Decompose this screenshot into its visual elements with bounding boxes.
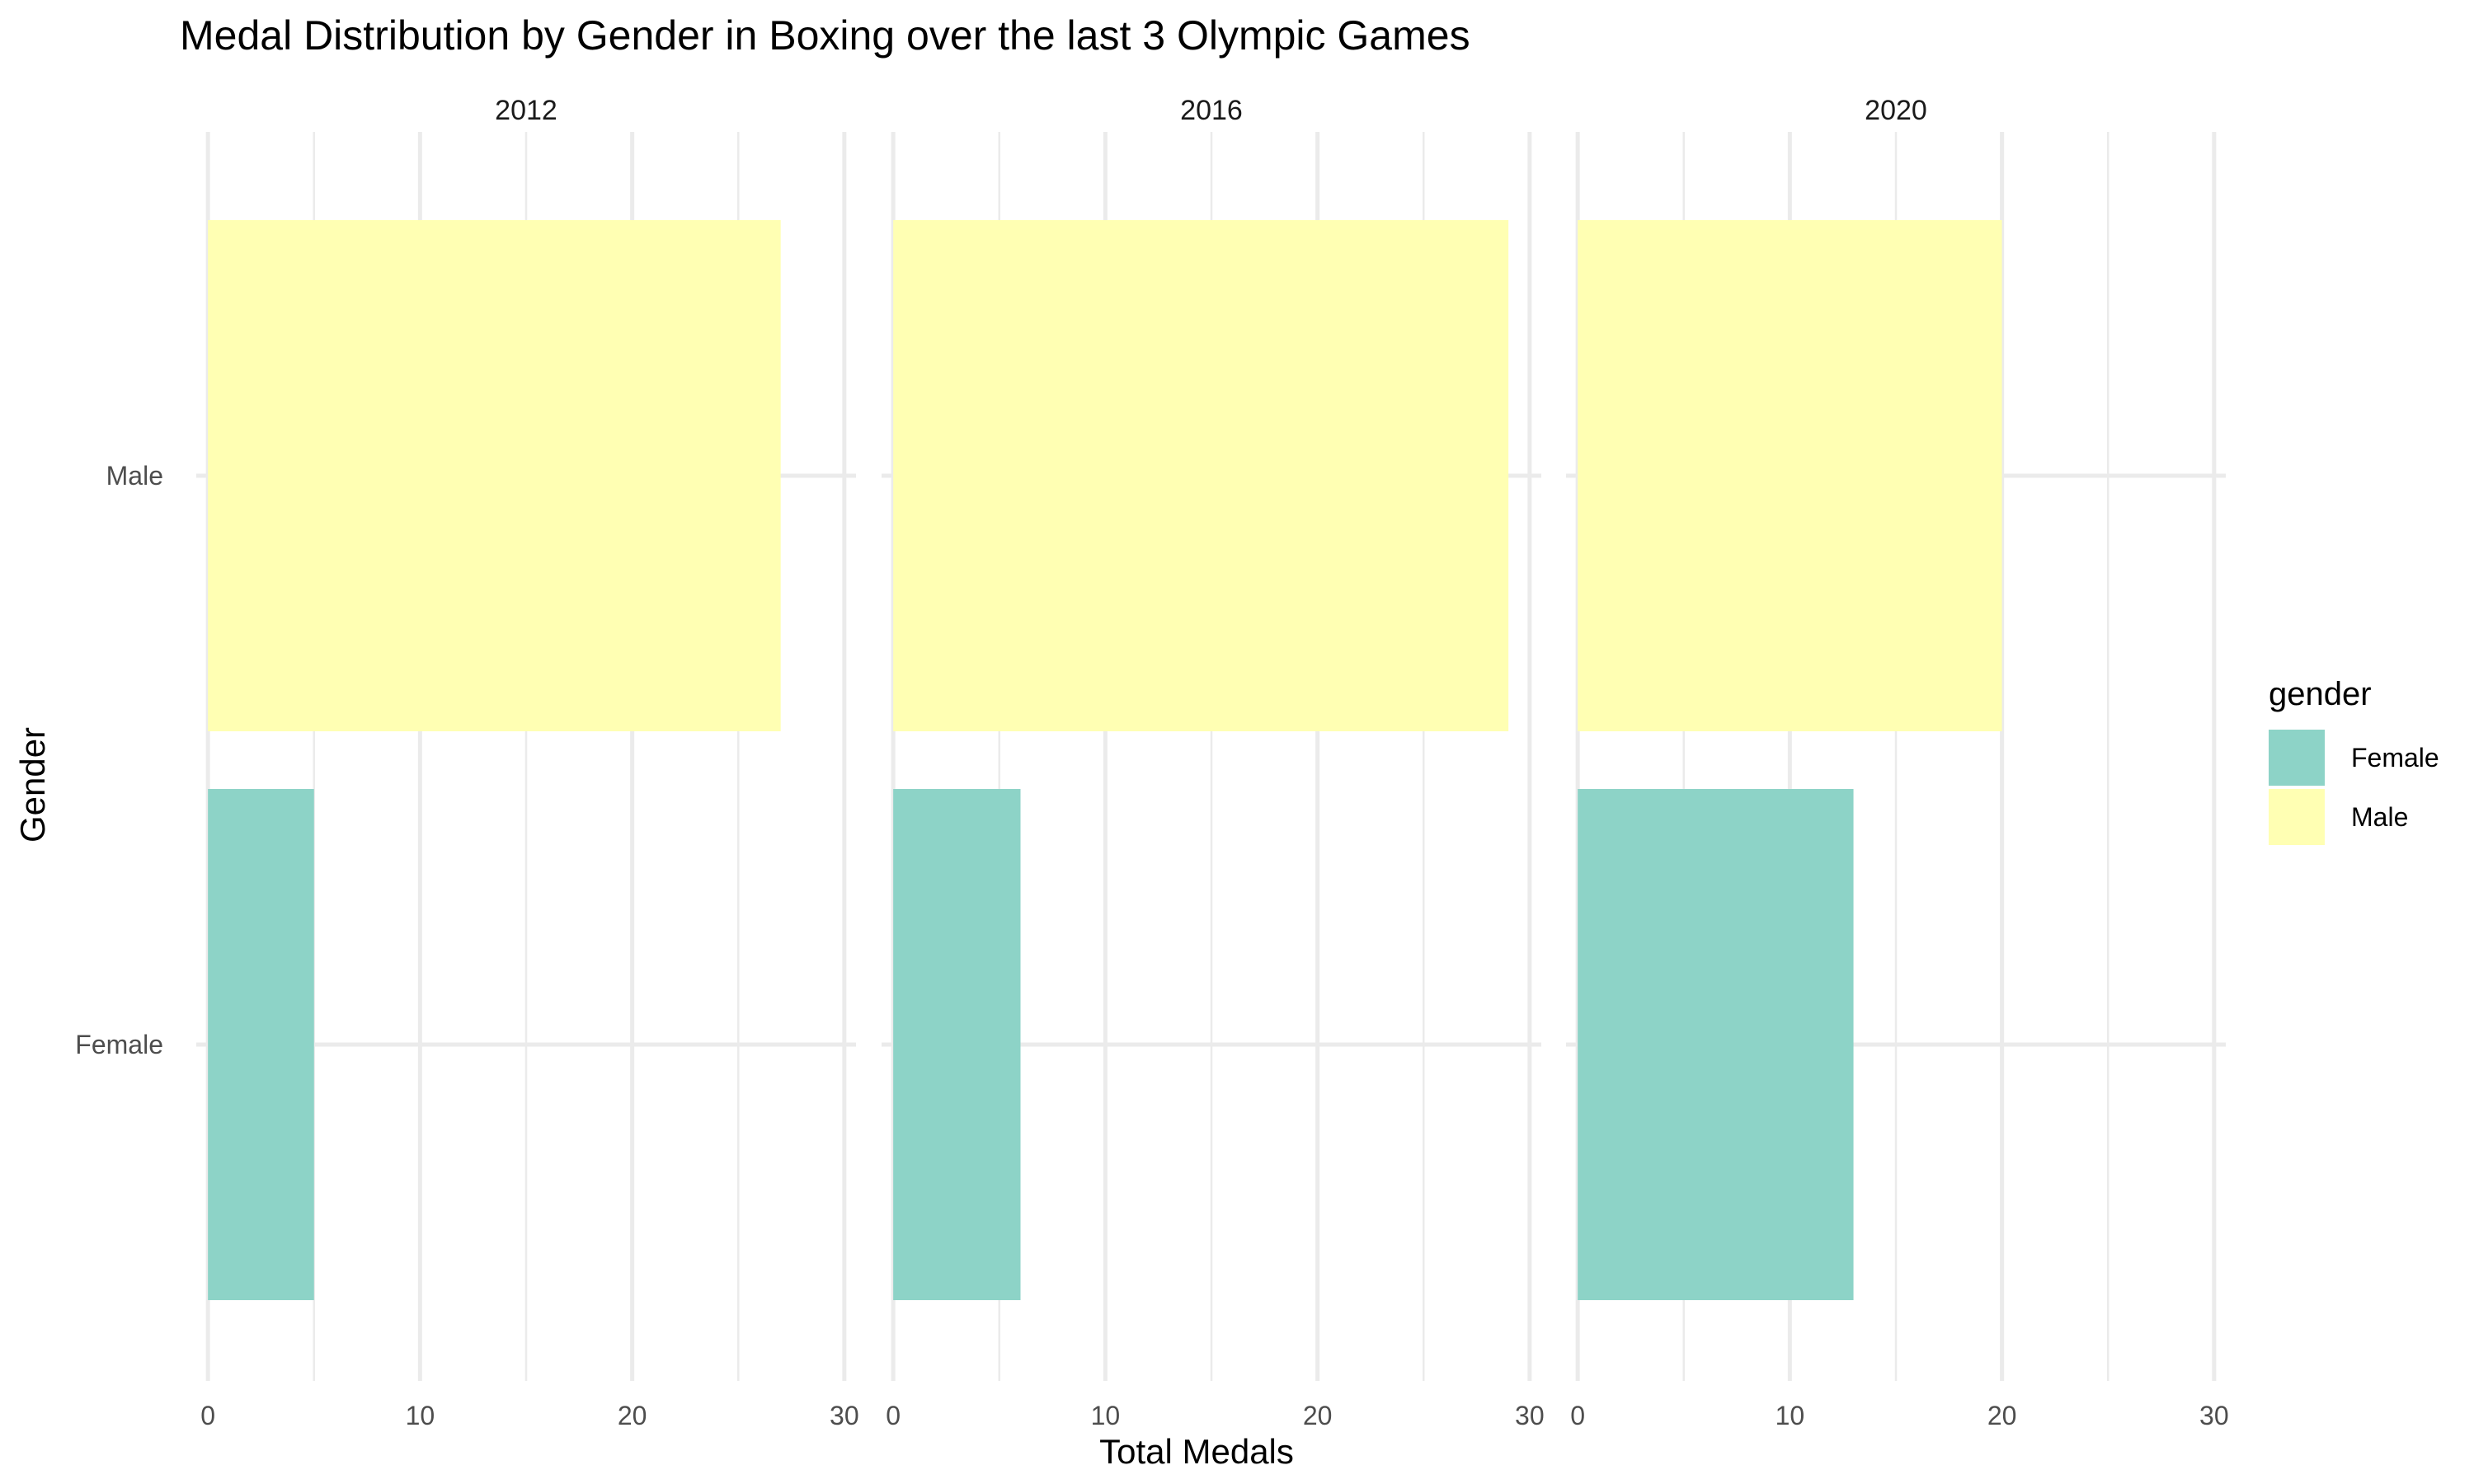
x-tick-label: 30: [2199, 1401, 2229, 1430]
facet-strip-label: 2012: [495, 95, 557, 126]
x-tick-label: 0: [886, 1401, 901, 1430]
x-tick-label: 30: [1515, 1401, 1545, 1430]
facet-panel-2016: 2016 0 10 20 30: [882, 95, 1545, 1430]
y-tick-label: Male: [106, 461, 163, 491]
bar-female-2020: [1578, 789, 1854, 1300]
y-tick-label: Female: [75, 1030, 163, 1059]
x-tick-label: 0: [200, 1401, 215, 1430]
x-tick-label: 20: [1987, 1401, 2017, 1430]
facet-strip-label: 2020: [1865, 95, 1927, 126]
bar-female-2016: [893, 789, 1021, 1300]
x-tick-label: 30: [830, 1401, 859, 1430]
legend: gender Female Male: [2269, 676, 2439, 845]
bar-male-2012: [208, 220, 781, 731]
bar-male-2020: [1578, 220, 2002, 731]
facet-strip-label: 2016: [1180, 95, 1243, 126]
legend-swatch-male: [2269, 789, 2325, 845]
x-axis-title: Total Medals: [1099, 1432, 1294, 1471]
facet-panel-2020: 2020 0 10 20 30: [1566, 95, 2229, 1430]
y-axis-title: Gender: [13, 727, 52, 843]
legend-swatch-female: [2269, 730, 2325, 786]
facet-panels: 2012 0 10 20 30 2016 0 10 20 30 2020 0 10 20 30 Male Fem…: [75, 95, 2228, 1430]
x-tick-label: 10: [406, 1401, 435, 1430]
bar-male-2016: [893, 220, 1509, 731]
x-tick-label: 20: [1303, 1401, 1333, 1430]
chart-title: Medal Distribution by Gender in Boxing o…: [180, 12, 1470, 59]
legend-label: Male: [2351, 802, 2408, 832]
bar-female-2012: [208, 789, 314, 1300]
facet-panel-2012: 2012 0 10 20 30: [196, 95, 859, 1430]
x-tick-label: 10: [1776, 1401, 1805, 1430]
x-tick-label: 20: [618, 1401, 647, 1430]
legend-label: Female: [2351, 743, 2439, 773]
x-tick-label: 0: [1570, 1401, 1585, 1430]
x-tick-label: 10: [1091, 1401, 1121, 1430]
legend-title: gender: [2269, 676, 2372, 712]
